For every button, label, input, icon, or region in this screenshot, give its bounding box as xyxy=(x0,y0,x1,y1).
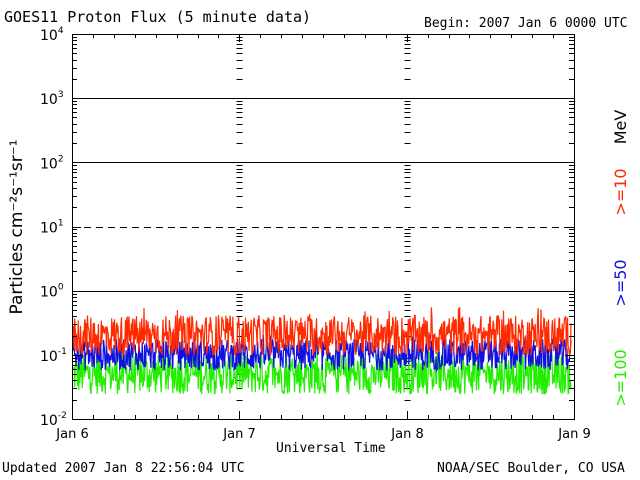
legend: MeV >=10 >=50 >=100 xyxy=(611,110,630,407)
x-tick-label: Jan 9 xyxy=(557,427,590,442)
y-tick-label: 101 xyxy=(40,219,64,237)
x-ticks: Jan 6 Jan 7 Jan 8 Jan 9 xyxy=(55,34,591,442)
x-tick-label: Jan 8 xyxy=(390,427,423,442)
legend-unit: MeV xyxy=(611,110,630,145)
legend-entry: >=10 xyxy=(611,168,630,215)
y-tick-label: 102 xyxy=(40,154,64,172)
y-tick-label: 104 xyxy=(40,26,64,44)
x-tick-label: Jan 7 xyxy=(222,427,255,442)
y-tick-label: 10-2 xyxy=(40,411,67,429)
y-tick-label: 100 xyxy=(40,283,64,301)
y-tick-label: 103 xyxy=(40,90,64,108)
y-ticks: 10-2 10-1 100 101 102 103 104 xyxy=(40,26,574,429)
series-line xyxy=(72,307,572,357)
x-axis-label: Universal Time xyxy=(276,441,386,456)
x-tick-label: Jan 6 xyxy=(55,427,88,442)
updated-timestamp: Updated 2007 Jan 8 22:56:04 UTC xyxy=(2,461,245,476)
chart-title: GOES11 Proton Flux (5 minute data) xyxy=(4,8,312,26)
y-axis-label: Particles cm⁻²s⁻¹sr⁻¹ xyxy=(7,139,27,314)
plot-layer xyxy=(72,37,574,401)
data-source: NOAA/SEC Boulder, CO USA xyxy=(437,461,625,476)
y-tick-label: 10-1 xyxy=(40,347,67,365)
legend-entry: >=100 xyxy=(611,349,630,406)
begin-time: Begin: 2007 Jan 6 0000 UTC xyxy=(424,16,628,31)
legend-entry: >=50 xyxy=(611,259,630,306)
